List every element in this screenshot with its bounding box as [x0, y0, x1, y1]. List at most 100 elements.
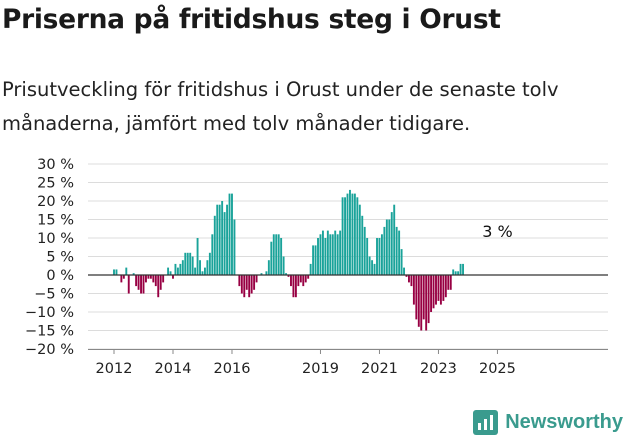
bar — [176, 267, 179, 275]
bar — [412, 275, 415, 305]
bar — [425, 275, 428, 331]
x-tick-label: 2021 — [361, 361, 398, 377]
bar — [179, 263, 182, 275]
bar — [437, 275, 440, 301]
bar — [356, 197, 359, 275]
bar — [206, 260, 209, 275]
bar — [196, 238, 199, 275]
bar — [267, 260, 270, 275]
bar — [341, 197, 344, 275]
bar — [250, 275, 253, 294]
bar — [199, 260, 201, 275]
bar — [157, 275, 160, 298]
bar — [344, 197, 346, 275]
bar — [285, 273, 288, 275]
bar — [277, 234, 280, 275]
bar — [331, 234, 334, 275]
bar — [174, 263, 177, 275]
y-tick-label: 0 % — [46, 268, 74, 284]
bar — [297, 275, 300, 287]
bar — [292, 275, 295, 298]
bar — [435, 275, 437, 305]
y-tick-label: −15 % — [25, 324, 74, 340]
chart-subtitle: Prisutveckling för fritidshus i Orust un… — [2, 78, 559, 135]
bar — [393, 204, 396, 275]
x-tick-label: 2014 — [155, 361, 192, 377]
bar — [304, 275, 307, 283]
bar — [243, 275, 246, 298]
y-tick-label: 30 % — [37, 157, 74, 173]
bar — [184, 252, 187, 275]
bar — [186, 252, 189, 275]
bar — [317, 238, 319, 275]
bar — [221, 201, 224, 275]
bar — [142, 275, 145, 294]
bar — [422, 275, 425, 320]
bar — [383, 226, 386, 275]
bar — [371, 260, 374, 275]
bar — [245, 275, 248, 290]
bar — [152, 275, 155, 283]
bar — [410, 275, 413, 287]
bar — [334, 230, 337, 275]
bar — [319, 234, 322, 275]
bar — [255, 275, 258, 283]
bar — [169, 271, 172, 275]
brand-logo: Newsworthy — [473, 410, 623, 435]
bar — [162, 275, 165, 283]
bar — [447, 275, 450, 290]
bar — [194, 267, 197, 275]
bar — [181, 260, 184, 275]
bar — [137, 275, 140, 290]
bar — [415, 275, 418, 320]
bar — [213, 215, 216, 275]
y-tick-label: 25 % — [37, 176, 74, 192]
chart-title: Priserna på fritidshus steg i Orust — [2, 4, 501, 35]
x-tick-label: 2012 — [96, 361, 133, 377]
bar — [260, 273, 263, 275]
bar — [462, 263, 464, 275]
bar — [439, 275, 442, 305]
bar — [321, 230, 324, 275]
bar — [248, 275, 251, 298]
bar — [149, 275, 152, 279]
y-tick-label: −10 % — [25, 305, 74, 321]
bar — [290, 275, 292, 287]
bar — [154, 275, 157, 287]
y-tick-label: 10 % — [37, 231, 74, 247]
bar — [132, 273, 135, 275]
bar — [349, 189, 351, 275]
bar — [309, 263, 312, 275]
bar — [363, 226, 366, 275]
bar — [400, 249, 403, 275]
bar — [223, 212, 226, 275]
bar-series — [113, 189, 464, 331]
x-tick-label: 2016 — [214, 361, 251, 377]
bar — [326, 230, 329, 275]
y-tick-label: 15 % — [37, 213, 74, 229]
bar — [191, 256, 194, 275]
brand-name: Newsworthy — [505, 411, 623, 433]
bar — [449, 275, 452, 290]
bar — [380, 234, 383, 275]
bar — [417, 275, 420, 327]
bar — [457, 271, 460, 275]
bar — [294, 275, 297, 298]
bar — [459, 263, 462, 275]
bar — [358, 204, 361, 275]
bar — [233, 219, 236, 275]
bar — [167, 267, 170, 275]
bar — [147, 275, 150, 279]
bar — [361, 215, 364, 275]
bar — [408, 275, 410, 283]
bar — [432, 275, 435, 309]
bar — [366, 238, 369, 275]
bar — [307, 275, 310, 279]
bar — [287, 275, 290, 277]
bar-chart: 30 % 25 % 20 % 15 % 10 % 5 % 0 % −5 % −10 % −15 %… — [25, 157, 608, 377]
bar — [270, 241, 273, 275]
bar — [208, 252, 211, 275]
bar — [324, 238, 327, 275]
bar — [430, 275, 433, 312]
bar — [189, 252, 192, 275]
